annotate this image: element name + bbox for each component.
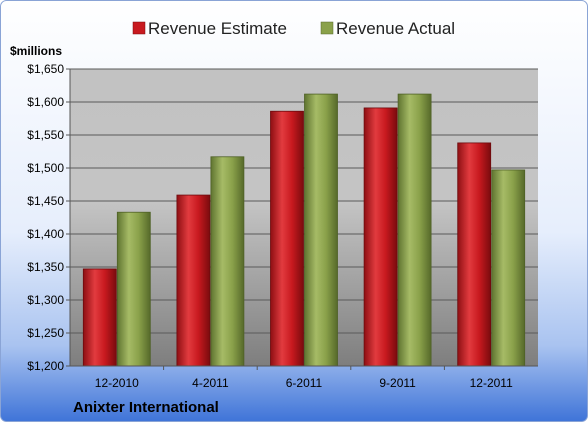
x-tick-label: 12-2010 xyxy=(95,376,139,390)
bar-revenue-actual xyxy=(491,169,526,367)
x-tick-label: 4-2011 xyxy=(192,376,229,390)
legend-label-actual: Revenue Actual xyxy=(336,19,455,38)
bar-revenue-actual xyxy=(116,211,151,367)
y-tick-label: $1,450 xyxy=(27,194,64,208)
bars xyxy=(82,93,526,367)
bar-revenue-estimate xyxy=(176,194,211,367)
y-axis-label: $millions xyxy=(10,44,62,58)
x-axis-ticks: 12-2010 4-2011 6-2011 9-2011 12-2011 xyxy=(95,366,513,390)
x-tick-label: 6-2011 xyxy=(286,376,323,390)
y-tick-label: $1,400 xyxy=(27,227,64,241)
y-tick-label: $1,650 xyxy=(27,62,64,76)
y-tick-label: $1,600 xyxy=(27,95,64,109)
y-axis-ticks: $1,200 $1,250 $1,300 $1,350 $1,400 $1,450 $1,5… xyxy=(27,62,70,373)
legend-swatch-actual xyxy=(320,21,334,35)
y-tick-label: $1,500 xyxy=(27,161,64,175)
legend-label-estimate: Revenue Estimate xyxy=(148,19,287,38)
bar-revenue-estimate xyxy=(363,107,398,367)
y-tick-label: $1,250 xyxy=(27,326,64,340)
bar-revenue-actual xyxy=(210,156,245,367)
y-tick-label: $1,300 xyxy=(27,293,64,307)
bar-revenue-actual xyxy=(304,93,338,367)
y-tick-label: $1,550 xyxy=(27,128,64,142)
x-tick-label: 12-2011 xyxy=(470,376,513,390)
y-tick-label: $1,200 xyxy=(27,359,64,373)
bar-revenue-estimate xyxy=(270,110,304,367)
y-tick-label: $1,350 xyxy=(27,260,64,274)
bar-revenue-estimate xyxy=(82,268,117,367)
x-tick-label: 9-2011 xyxy=(379,376,416,390)
company-name: Anixter International xyxy=(73,399,219,416)
bar-revenue-estimate xyxy=(457,142,492,367)
bar-revenue-actual xyxy=(397,93,432,367)
legend: Revenue Estimate Revenue Actual xyxy=(132,19,455,38)
legend-swatch-estimate xyxy=(132,21,146,35)
